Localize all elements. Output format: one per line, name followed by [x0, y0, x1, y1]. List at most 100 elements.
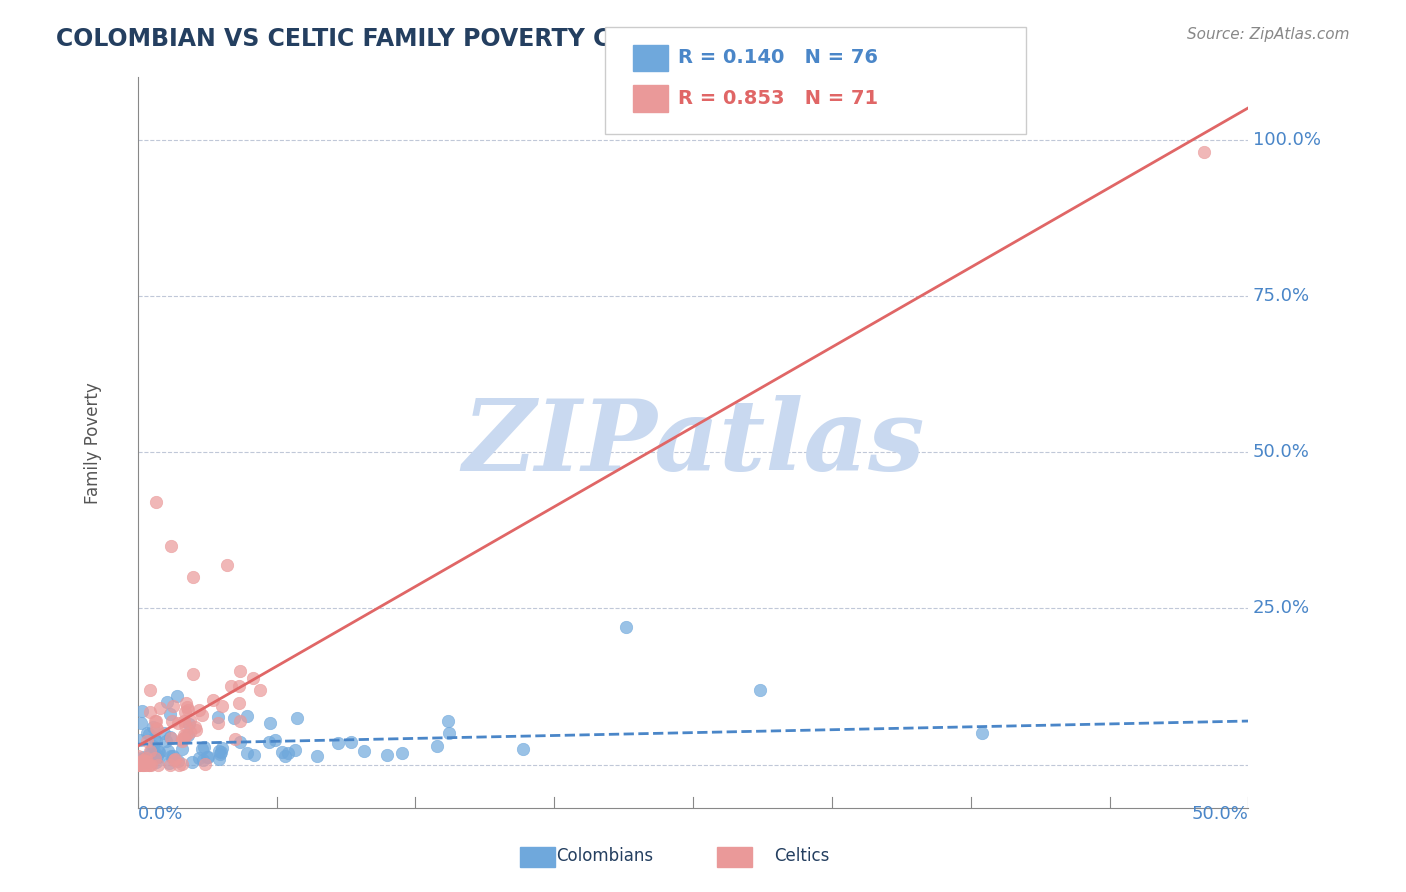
Point [131, 755, 153, 769]
Point [285, 710, 308, 724]
Point [132, 753, 155, 767]
Point [426, 739, 449, 754]
Point [229, 735, 252, 749]
Point [143, 731, 166, 745]
Point [166, 690, 188, 704]
Point [202, 692, 225, 706]
Point [159, 757, 181, 772]
Point [162, 749, 184, 764]
Point [156, 695, 179, 709]
Point [970, 726, 993, 740]
Point [138, 757, 160, 772]
Point [145, 733, 167, 747]
Point [616, 620, 638, 634]
Point [146, 744, 169, 758]
Point [177, 728, 200, 742]
Point [249, 682, 271, 697]
Text: Celtics: Celtics [773, 847, 830, 865]
Point [146, 749, 169, 764]
Point [273, 748, 295, 763]
Point [277, 746, 299, 760]
Point [145, 495, 167, 509]
Point [181, 755, 204, 769]
Point [191, 753, 214, 767]
Point [165, 752, 187, 766]
Point [163, 752, 186, 766]
Point [169, 757, 191, 772]
Point [134, 751, 156, 765]
Point [148, 745, 170, 759]
Point [224, 731, 246, 746]
Point [145, 721, 167, 735]
Point [160, 731, 183, 746]
Text: Family Poverty: Family Poverty [84, 382, 103, 504]
Point [159, 730, 181, 744]
Point [236, 746, 259, 760]
Point [194, 757, 217, 772]
Point [197, 750, 219, 764]
Point [187, 751, 209, 765]
Point [224, 711, 246, 725]
Point [148, 757, 170, 772]
Text: R = 0.140   N = 76: R = 0.140 N = 76 [678, 48, 877, 68]
Point [128, 733, 150, 747]
Point [242, 671, 264, 685]
Text: Colombians: Colombians [555, 847, 654, 865]
Point [184, 719, 207, 733]
Point [263, 733, 285, 747]
Point [259, 735, 281, 749]
Point [127, 748, 149, 763]
Point [191, 742, 214, 756]
Point [215, 558, 238, 572]
Point [284, 743, 307, 757]
Point [340, 735, 363, 749]
Text: 0.0%: 0.0% [138, 805, 183, 823]
Point [259, 715, 281, 730]
Text: 50.0%: 50.0% [1191, 805, 1249, 823]
Text: R = 0.853   N = 71: R = 0.853 N = 71 [678, 88, 877, 108]
Point [326, 736, 349, 750]
Point [139, 744, 162, 758]
Point [131, 757, 153, 772]
Point [131, 752, 153, 766]
Point [135, 755, 157, 769]
Point [157, 756, 180, 770]
Point [141, 747, 163, 761]
Point [131, 754, 153, 768]
Text: 100.0%: 100.0% [1253, 131, 1320, 149]
Point [208, 752, 231, 766]
Point [127, 756, 149, 771]
Point [437, 714, 460, 728]
Point [193, 739, 215, 754]
Point [187, 703, 209, 717]
Point [136, 734, 159, 748]
Point [135, 750, 157, 764]
Point [391, 746, 413, 760]
Point [166, 715, 188, 730]
Point [146, 749, 169, 764]
Point [149, 701, 172, 715]
Point [132, 753, 155, 767]
Point [145, 755, 167, 769]
Point [512, 741, 534, 756]
Point [228, 679, 250, 693]
Point [132, 750, 155, 764]
Point [1192, 145, 1215, 160]
Point [139, 757, 162, 772]
Point [236, 708, 259, 723]
Point [160, 714, 183, 728]
Point [174, 705, 197, 719]
Point [174, 696, 197, 710]
Point [173, 714, 195, 728]
Point [209, 744, 232, 758]
Point [208, 744, 231, 758]
Point [208, 747, 231, 762]
Point [183, 570, 205, 584]
Point [145, 714, 167, 728]
Point [219, 679, 242, 693]
Point [179, 717, 201, 731]
Point [138, 757, 160, 772]
Point [143, 751, 166, 765]
Text: COLOMBIAN VS CELTIC FAMILY POVERTY CORRELATION CHART: COLOMBIAN VS CELTIC FAMILY POVERTY CORRE… [56, 27, 876, 51]
Point [211, 740, 233, 755]
